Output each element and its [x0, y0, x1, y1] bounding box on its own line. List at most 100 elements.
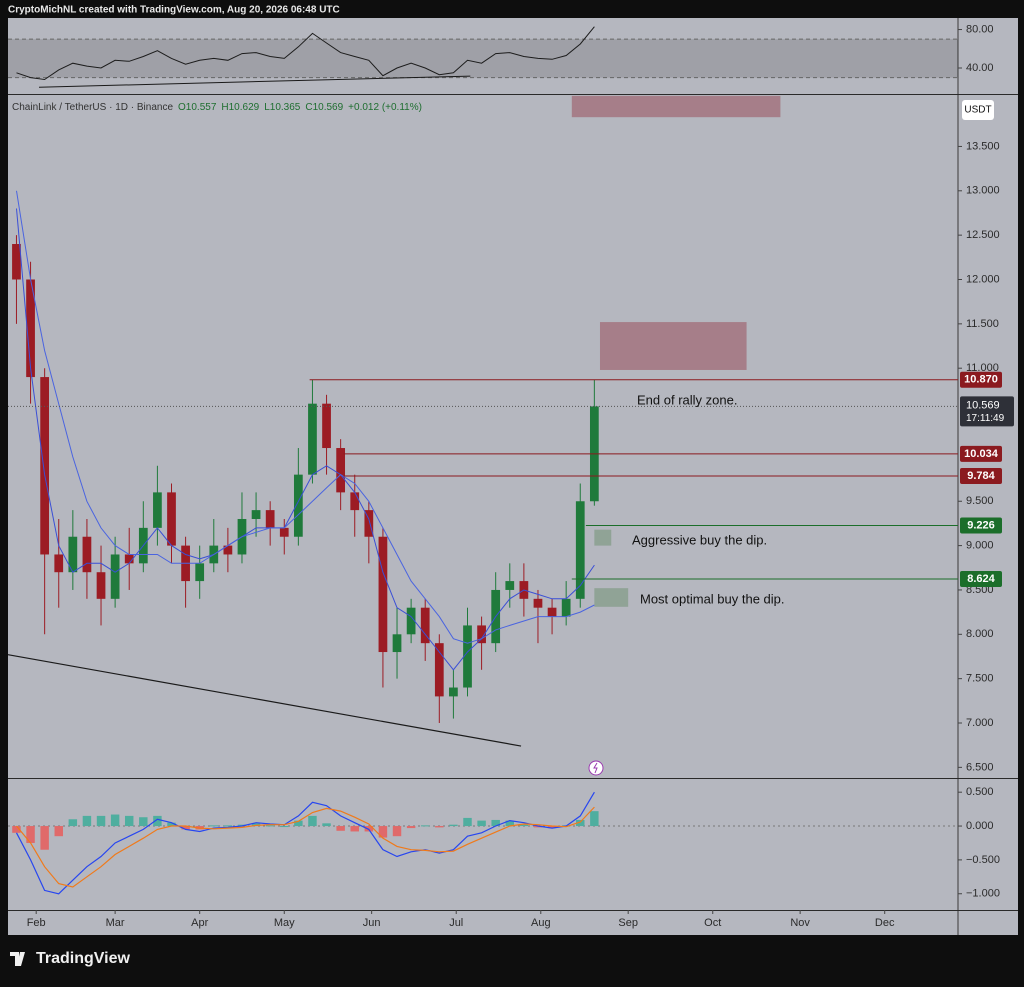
candle-body — [96, 572, 106, 599]
zone — [594, 588, 629, 607]
x-tick-label: Nov — [790, 917, 810, 929]
candle-body — [378, 536, 388, 653]
level-label-box — [960, 468, 1002, 485]
candle-body — [561, 598, 571, 617]
macd-histogram-bar — [505, 820, 515, 827]
candle-body — [223, 545, 233, 555]
symbol: ChainLink / TetherUS · 1D · Binance — [12, 102, 173, 113]
macd-histogram-bar — [124, 815, 134, 827]
candle-body — [279, 527, 289, 537]
macd-histogram-bar — [40, 826, 49, 850]
candle-body — [336, 448, 346, 493]
candle-body — [547, 607, 557, 617]
y-tick-label: −1.000 — [966, 888, 1000, 900]
macd-histogram-bar — [294, 820, 303, 827]
level-label: 10.034 — [964, 448, 999, 460]
candle-body — [40, 377, 50, 555]
brand: TradingView — [36, 950, 131, 967]
level-label-box — [960, 371, 1002, 388]
macd-histogram-bar — [96, 815, 106, 827]
event-icon-glyph — [593, 762, 598, 774]
macd-histogram-bar — [139, 817, 148, 827]
macd-histogram-bar — [406, 826, 416, 829]
zone — [599, 322, 747, 370]
moving-average — [16, 190, 595, 644]
y-tick-label: 7.500 — [966, 673, 994, 685]
candle-body — [350, 492, 360, 511]
currency-box[interactable] — [962, 100, 994, 120]
macd-histogram-bar — [477, 820, 486, 827]
macd-histogram-bar — [68, 819, 78, 827]
y-tick-label: 13.000 — [966, 185, 1000, 197]
candle-body — [82, 536, 92, 573]
level-label: 9.226 — [967, 519, 995, 531]
macd-histogram-bar — [153, 815, 162, 827]
macd-histogram-bar — [322, 823, 331, 827]
candle-body — [68, 536, 78, 573]
macd-histogram-bar — [209, 825, 219, 827]
macd-histogram-bar — [308, 815, 317, 827]
macd-histogram-bar — [420, 825, 430, 827]
ohlc-low: L10.365 — [264, 102, 301, 113]
macd-histogram-bar — [82, 815, 92, 827]
y-tick-label: 80.00 — [966, 23, 994, 35]
zone — [594, 529, 612, 546]
candle-body — [322, 403, 331, 449]
candle-body — [434, 643, 444, 697]
current-price: 10.569 — [966, 399, 1000, 411]
candle-body — [265, 510, 275, 528]
macd-histogram-bar — [435, 826, 444, 828]
macd-histogram-bar — [265, 825, 275, 827]
watermark: CryptoMichNL created with TradingView.co… — [8, 5, 340, 16]
candle-body — [124, 554, 134, 564]
zone — [571, 95, 781, 118]
current-price-box — [960, 396, 1014, 427]
countdown: 17:11:49 — [966, 413, 1005, 424]
rsi-trendline — [38, 75, 471, 88]
candle-body — [420, 607, 430, 644]
macd-histogram-bar — [533, 826, 543, 828]
candle-body — [195, 563, 205, 582]
candle-body — [251, 510, 261, 519]
x-tick-label: Jun — [363, 917, 381, 929]
level-label-box — [960, 570, 1002, 587]
x-tick-label: Oct — [704, 917, 721, 929]
y-tick-label: 6.500 — [966, 761, 994, 773]
candle-body — [505, 581, 515, 590]
trendline — [7, 654, 522, 747]
y-tick-label: 11.500 — [966, 318, 999, 330]
legend: ChainLink / TetherUS · 1D · Binance O10.5… — [12, 102, 422, 113]
signal-line — [16, 806, 595, 888]
candle-body — [449, 687, 458, 697]
y-tick-label: −0.500 — [966, 854, 1000, 866]
annotation: Most optimal buy the dip. — [640, 591, 785, 606]
currency[interactable]: USDT — [964, 105, 991, 116]
macd-histogram-bar — [392, 826, 402, 837]
macd-histogram-bar — [12, 826, 21, 833]
x-tick-label: Apr — [191, 917, 208, 929]
macd-histogram-bar — [364, 826, 374, 832]
x-tick-label: Feb — [27, 917, 46, 929]
candle-body — [477, 625, 486, 644]
candle-body — [308, 403, 317, 475]
macd-histogram-bar — [350, 826, 359, 832]
y-tick-label: 12.500 — [966, 229, 1000, 241]
x-tick-label: Mar — [106, 917, 125, 929]
macd-histogram-bar — [110, 814, 120, 827]
macd-histogram-bar — [547, 826, 557, 829]
candle-body — [26, 279, 35, 378]
candle-body — [54, 554, 64, 573]
macd-histogram-bar — [54, 826, 63, 837]
macd-line — [15, 791, 595, 895]
y-tick-label: 13.500 — [966, 140, 1000, 152]
ohlc-high: H10.629 — [221, 102, 259, 113]
moving-average — [16, 208, 595, 671]
y-tick-label: 0.500 — [966, 786, 994, 798]
annotation: End of rally zone. — [637, 392, 737, 407]
macd-histogram-bar — [280, 826, 289, 828]
candle-body — [110, 554, 120, 599]
candle-body — [12, 244, 21, 280]
candle-body — [293, 474, 303, 537]
macd-histogram-bar — [590, 811, 599, 827]
